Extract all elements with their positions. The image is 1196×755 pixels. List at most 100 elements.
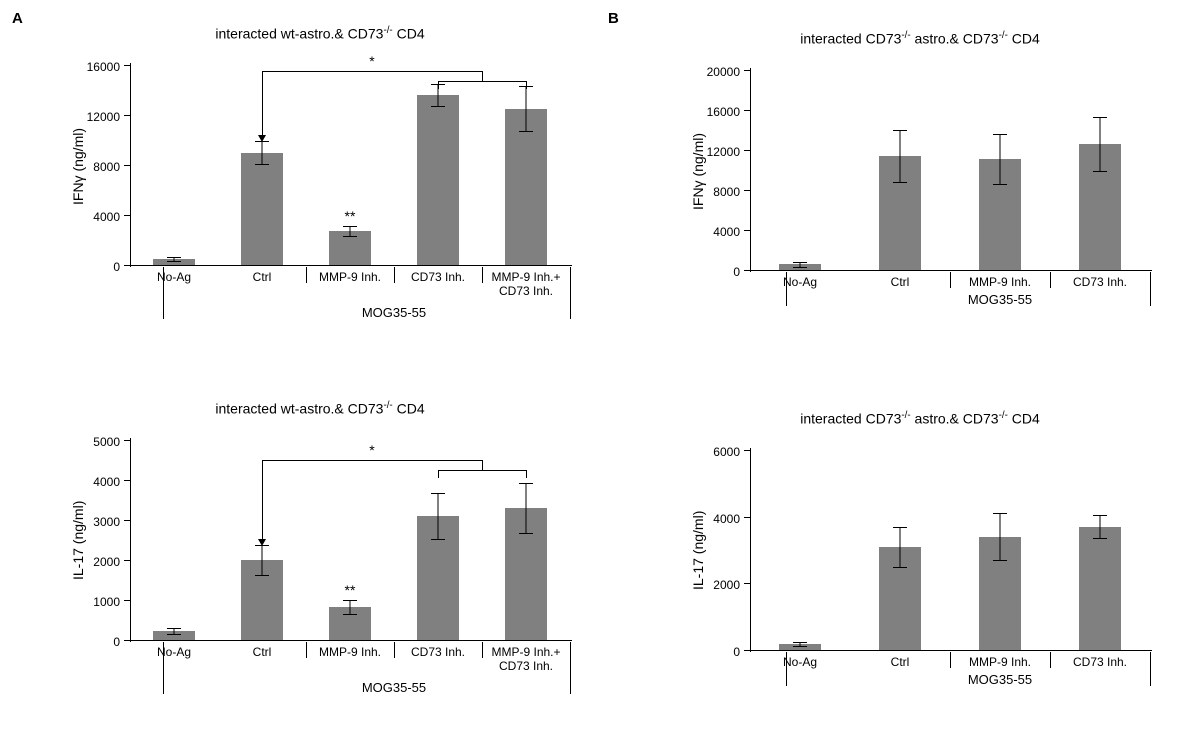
- chart-title: interacted wt-astro.& CD73-/- CD4: [60, 25, 580, 42]
- x-group-separator: [163, 267, 164, 319]
- y-tick-label: 20000: [682, 65, 740, 79]
- significance-marker: **: [345, 208, 356, 224]
- y-tick-label: 8000: [62, 160, 120, 174]
- x-group-label: MOG35-55: [362, 680, 426, 695]
- x-tick-label: Ctrl: [891, 276, 910, 290]
- y-tick: [744, 270, 750, 271]
- x-group-separator: [570, 267, 571, 319]
- x-tick-label: MMP-9 Inh.: [969, 656, 1031, 670]
- significance-bracket: [438, 81, 526, 82]
- significance-arrow: [262, 71, 263, 135]
- bar: [1079, 527, 1121, 650]
- x-tick-label: MMP-9 Inh.: [319, 646, 381, 660]
- y-tick-label: 0: [62, 635, 120, 649]
- y-axis: [750, 68, 751, 272]
- x-tick-label: No-Ag: [783, 656, 817, 670]
- chart-title: interacted wt-astro.& CD73-/- CD4: [60, 400, 580, 417]
- error-cap: [1093, 538, 1107, 539]
- y-tick: [744, 583, 750, 584]
- significance-bracket: [438, 470, 439, 478]
- error-bar: [262, 141, 263, 164]
- y-tick: [124, 65, 130, 66]
- y-tick-label: 4000: [62, 475, 120, 489]
- x-axis: [128, 265, 572, 266]
- error-bar: [1100, 515, 1101, 538]
- error-cap: [255, 164, 269, 165]
- x-tick-label: No-Ag: [783, 276, 817, 290]
- error-bar: [438, 493, 439, 539]
- y-tick-label: 1000: [62, 595, 120, 609]
- error-cap: [793, 646, 807, 647]
- error-cap: [893, 182, 907, 183]
- error-cap: [167, 628, 181, 629]
- significance-bracket: [262, 71, 482, 72]
- error-cap: [519, 131, 533, 132]
- y-tick: [124, 480, 130, 481]
- x-tick-label: MMP-9 Inh.+CD73 Inh.: [491, 646, 560, 674]
- x-tick-label: CD73 Inh.: [411, 271, 465, 285]
- y-tick: [744, 150, 750, 151]
- error-cap: [343, 236, 357, 237]
- x-group-separator: [394, 267, 395, 283]
- x-group-separator: [786, 652, 787, 686]
- significance-bracket: [438, 470, 526, 471]
- x-tick-label: Ctrl: [891, 656, 910, 670]
- y-tick: [124, 165, 130, 166]
- y-tick: [744, 70, 750, 71]
- plot-area: 0200040006000No-AgCtrlMMP-9 Inh.CD73 Inh…: [750, 450, 1150, 650]
- significance-bracket: [482, 71, 483, 81]
- y-tick-label: 4000: [682, 225, 740, 239]
- error-cap: [343, 614, 357, 615]
- bar: [417, 95, 459, 265]
- x-group-separator: [306, 267, 307, 283]
- x-group-separator: [394, 642, 395, 658]
- y-tick-label: 0: [682, 645, 740, 659]
- error-cap: [431, 106, 445, 107]
- y-tick: [124, 600, 130, 601]
- plot-area: 0400080001200016000No-AgCtrl**MMP-9 Inh.…: [130, 65, 570, 265]
- y-tick-label: 3000: [62, 515, 120, 529]
- x-group-separator: [482, 642, 483, 658]
- y-tick: [744, 230, 750, 231]
- error-bar: [1000, 513, 1001, 560]
- y-axis: [750, 448, 751, 652]
- y-tick-label: 4000: [62, 210, 120, 224]
- error-bar: [1000, 134, 1001, 184]
- error-cap: [993, 560, 1007, 561]
- x-tick-label: CD73 Inh.: [411, 646, 465, 660]
- chart-title: interacted CD73-/- astro.& CD73-/- CD4: [680, 410, 1160, 427]
- x-tick-label: Ctrl: [253, 271, 272, 285]
- x-group-label: MOG35-55: [968, 672, 1032, 687]
- significance-bracket: [526, 470, 527, 478]
- y-tick: [744, 110, 750, 111]
- y-tick: [744, 650, 750, 651]
- significance-arrow-head: [258, 135, 266, 142]
- error-cap: [519, 483, 533, 484]
- error-bar: [526, 86, 527, 131]
- error-cap: [1093, 171, 1107, 172]
- error-cap: [893, 567, 907, 568]
- x-group-separator: [950, 272, 951, 288]
- y-tick: [124, 215, 130, 216]
- panel-label-b: B: [608, 10, 619, 27]
- x-group-separator: [306, 642, 307, 658]
- error-cap: [343, 600, 357, 601]
- y-tick: [124, 520, 130, 521]
- error-cap: [255, 575, 269, 576]
- error-bar: [350, 226, 351, 236]
- x-group-separator: [163, 642, 164, 694]
- significance-bracket: [262, 460, 482, 461]
- error-bar: [350, 600, 351, 614]
- x-group-separator: [786, 272, 787, 306]
- significance-label: *: [369, 442, 374, 458]
- y-axis: [130, 438, 131, 642]
- error-cap: [793, 267, 807, 268]
- error-cap: [1093, 117, 1107, 118]
- error-bar: [900, 527, 901, 567]
- chart-title: interacted CD73-/- astro.& CD73-/- CD4: [680, 30, 1160, 47]
- x-group-label: MOG35-55: [968, 292, 1032, 307]
- error-cap: [343, 226, 357, 227]
- error-bar: [1100, 117, 1101, 171]
- error-bar: [900, 130, 901, 182]
- y-tick: [124, 640, 130, 641]
